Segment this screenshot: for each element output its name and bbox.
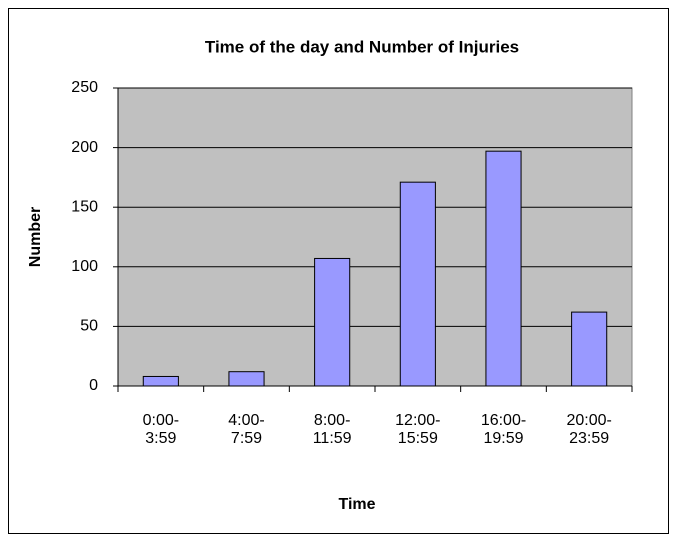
x-tick-label: 0:00- 3:59 (142, 412, 180, 447)
y-tick-label: 50 (80, 318, 98, 335)
x-tick-label: 20:00- 23:59 (566, 412, 612, 447)
y-tick-label: 100 (71, 258, 98, 275)
bar (399, 181, 436, 387)
x-tick-label: 12:00- 15:59 (395, 412, 441, 447)
x-tick-label: 8:00- 11:59 (312, 412, 352, 447)
y-tick-label: 150 (71, 198, 98, 215)
y-tick-label: 200 (71, 139, 98, 156)
x-tick-label: 4:00- 7:59 (228, 412, 265, 447)
plot-area (117, 87, 633, 387)
y-axis-label: Number (27, 207, 44, 267)
x-axis-label: Time (338, 496, 375, 513)
bar (571, 311, 608, 387)
chart-title: Time of the day and Number of Injuries (205, 37, 519, 56)
bar (485, 150, 522, 387)
y-tick-label: 0 (89, 377, 98, 394)
bar (228, 371, 265, 387)
bar (314, 257, 351, 387)
x-tick-label: 16:00- 19:59 (480, 412, 527, 447)
bar (142, 375, 179, 387)
y-tick-label: 250 (71, 79, 98, 96)
